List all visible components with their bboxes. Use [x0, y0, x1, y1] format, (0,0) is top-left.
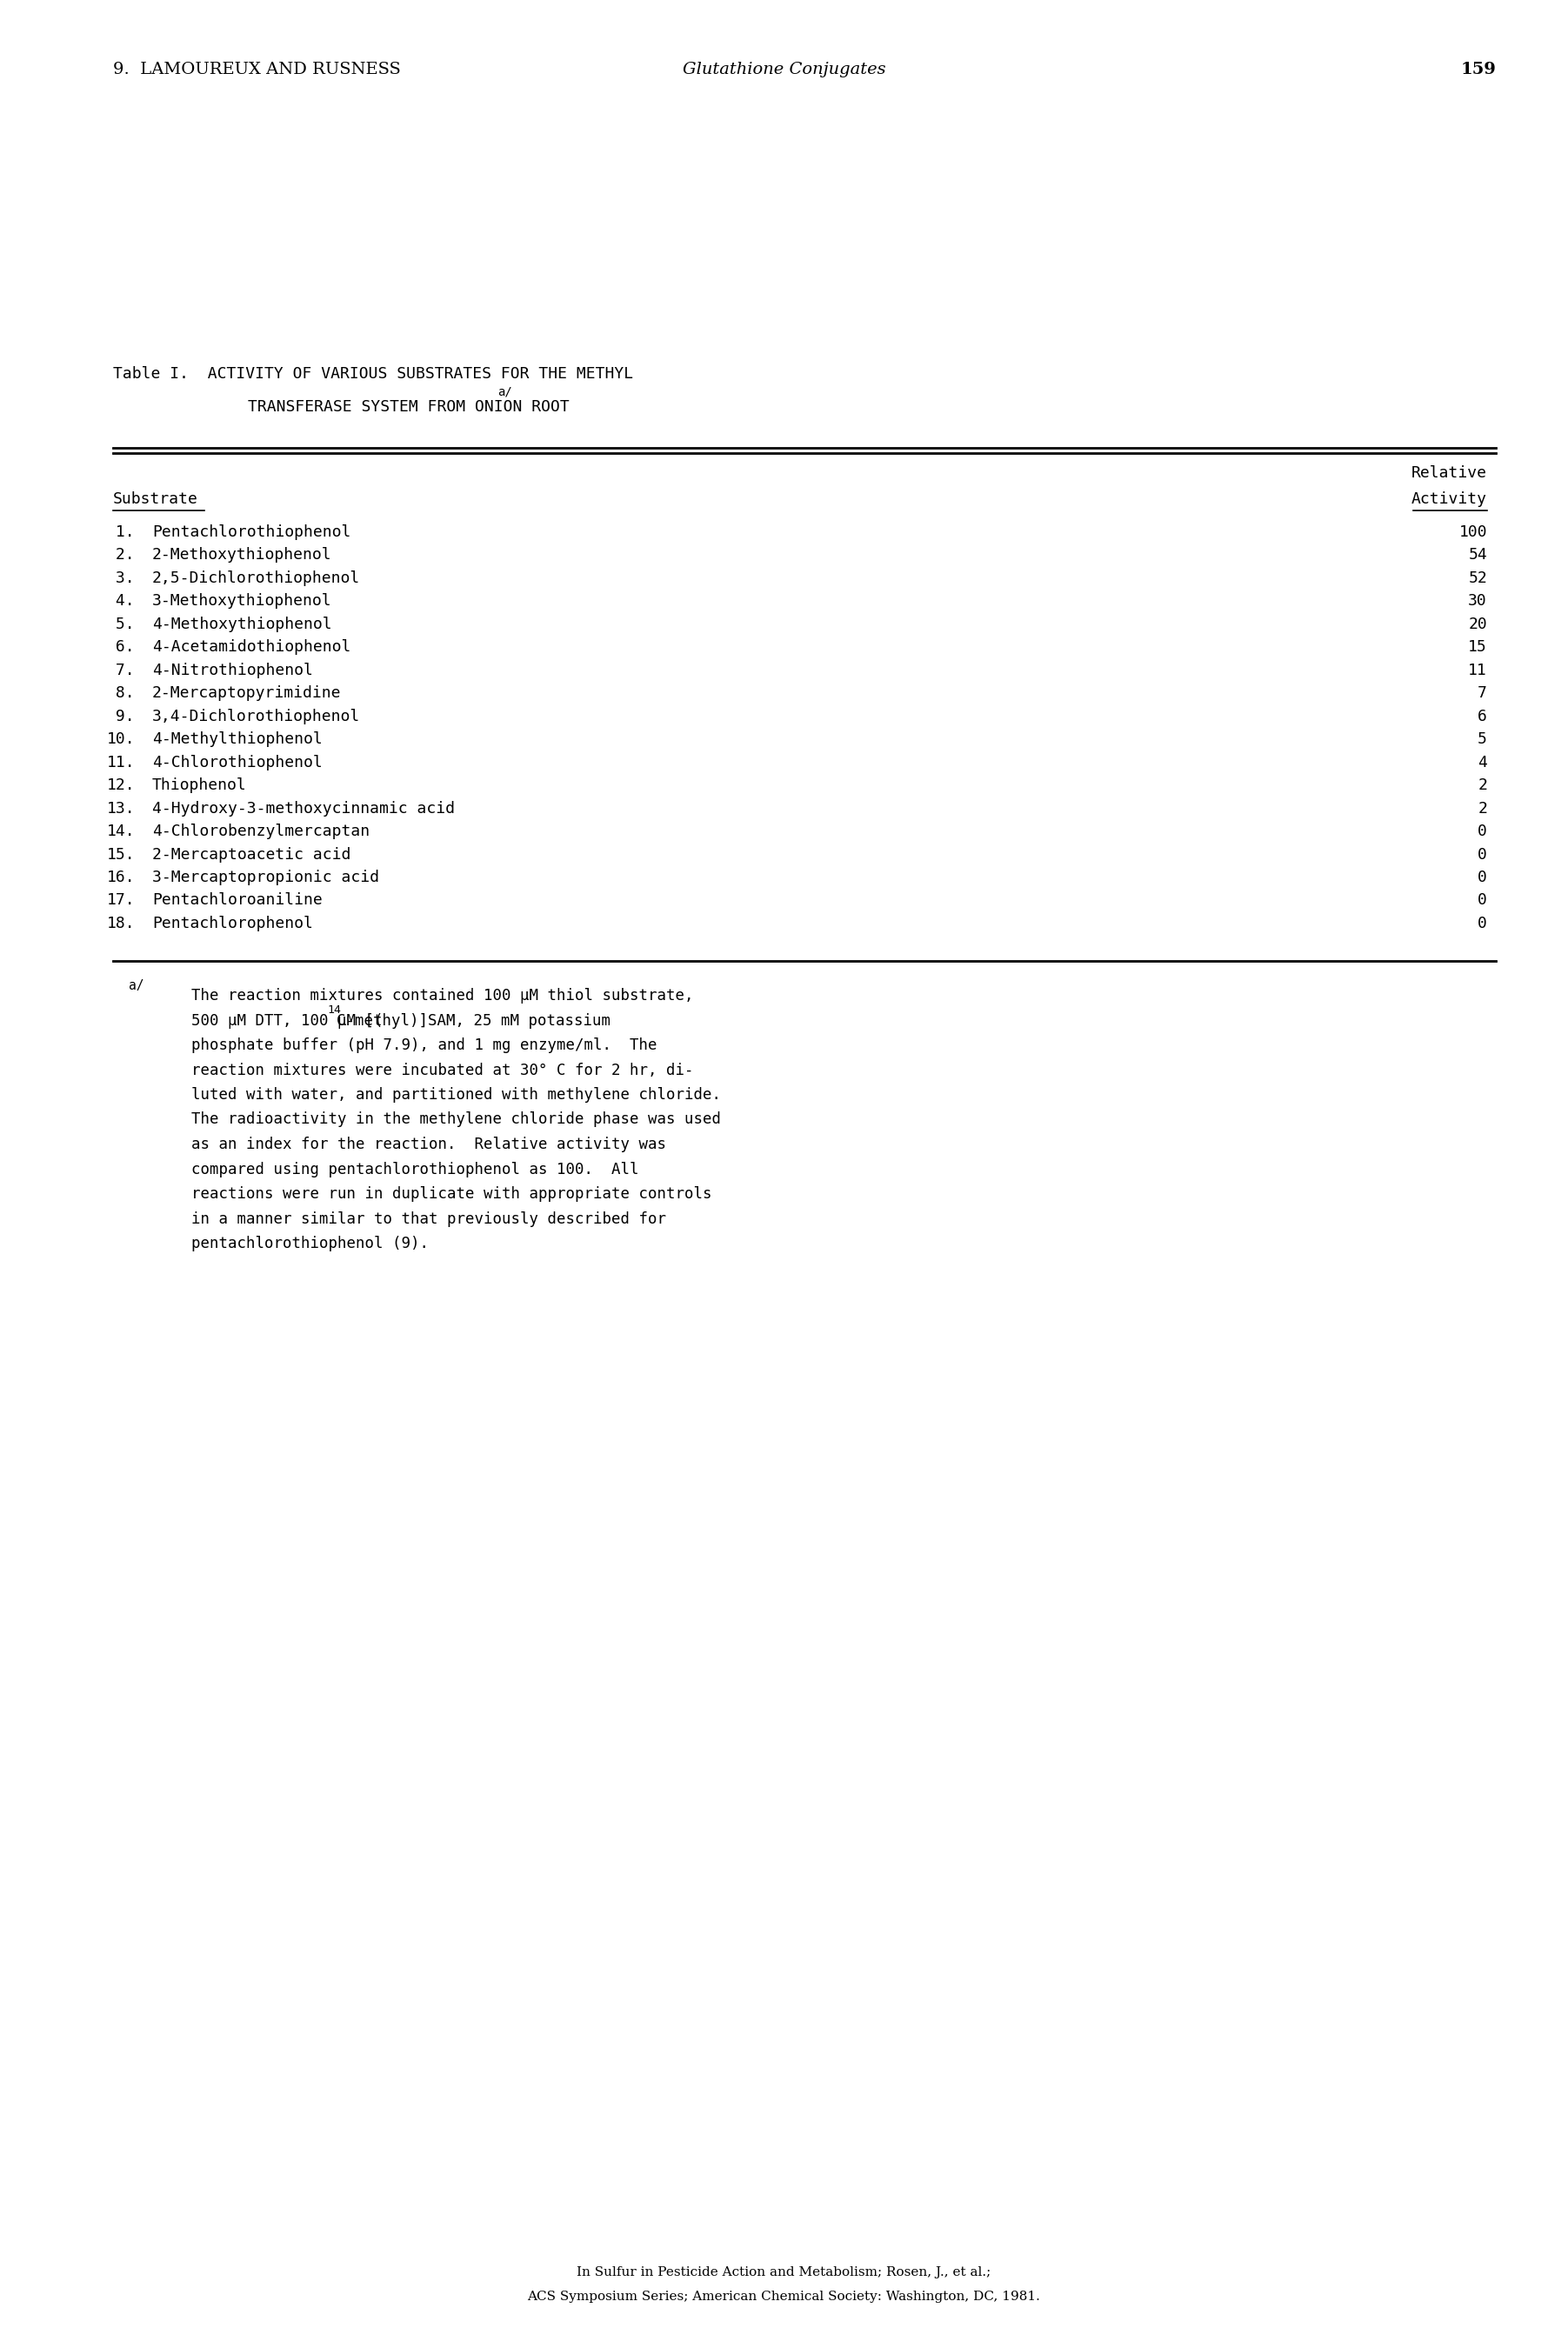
- Text: 0: 0: [1477, 824, 1486, 838]
- Text: 2,5-Dichlorothiophenol: 2,5-Dichlorothiophenol: [152, 571, 361, 585]
- Text: 4.: 4.: [107, 594, 135, 608]
- Text: 15.: 15.: [107, 848, 135, 862]
- Text: 17.: 17.: [107, 892, 135, 909]
- Text: 3.: 3.: [107, 571, 135, 585]
- Text: 3-Methoxythiophenol: 3-Methoxythiophenol: [152, 594, 332, 608]
- Text: 10.: 10.: [107, 730, 135, 747]
- Text: 2-Mercaptopyrimidine: 2-Mercaptopyrimidine: [152, 686, 342, 702]
- Text: 0: 0: [1477, 892, 1486, 909]
- Text: 0: 0: [1477, 916, 1486, 932]
- Text: 500 μM DTT, 100 μM [(: 500 μM DTT, 100 μM [(: [191, 1012, 383, 1028]
- Text: Pentachloroaniline: Pentachloroaniline: [152, 892, 323, 909]
- Text: Substrate: Substrate: [113, 491, 198, 507]
- Text: Glutathione Conjugates: Glutathione Conjugates: [682, 61, 886, 77]
- Text: 100: 100: [1458, 524, 1486, 540]
- Text: 2-Mercaptoacetic acid: 2-Mercaptoacetic acid: [152, 848, 351, 862]
- Text: a/: a/: [497, 385, 513, 399]
- Text: 5: 5: [1477, 730, 1486, 747]
- Text: Table I.  ACTIVITY OF VARIOUS SUBSTRATES FOR THE METHYL: Table I. ACTIVITY OF VARIOUS SUBSTRATES …: [113, 366, 633, 383]
- Text: Thiophenol: Thiophenol: [152, 777, 246, 794]
- Text: phosphate buffer (pH 7.9), and 1 mg enzyme/ml.  The: phosphate buffer (pH 7.9), and 1 mg enzy…: [191, 1038, 657, 1054]
- Text: 14.: 14.: [107, 824, 135, 838]
- Text: In Sulfur in Pesticide Action and Metabolism; Rosen, J., et al.;: In Sulfur in Pesticide Action and Metabo…: [577, 2266, 991, 2278]
- Text: Activity: Activity: [1411, 491, 1486, 507]
- Text: 13.: 13.: [107, 801, 135, 817]
- Text: 2-Methoxythiophenol: 2-Methoxythiophenol: [152, 547, 332, 564]
- Text: 4-Chlorobenzylmercaptan: 4-Chlorobenzylmercaptan: [152, 824, 370, 838]
- Text: 4-Hydroxy-3-methoxycinnamic acid: 4-Hydroxy-3-methoxycinnamic acid: [152, 801, 455, 817]
- Text: C-methyl)]SAM, 25 mM potassium: C-methyl)]SAM, 25 mM potassium: [337, 1012, 610, 1028]
- Text: 18.: 18.: [107, 916, 135, 932]
- Text: 30: 30: [1468, 594, 1486, 608]
- Text: 0: 0: [1477, 869, 1486, 885]
- Text: 54: 54: [1468, 547, 1486, 564]
- Text: Relative: Relative: [1411, 465, 1486, 481]
- Text: reaction mixtures were incubated at 30° C for 2 hr, di-: reaction mixtures were incubated at 30° …: [191, 1061, 693, 1078]
- Text: 4-Chlorothiophenol: 4-Chlorothiophenol: [152, 754, 323, 770]
- Text: pentachlorothiophenol (9).: pentachlorothiophenol (9).: [191, 1235, 428, 1251]
- Text: compared using pentachlorothiophenol as 100.  All: compared using pentachlorothiophenol as …: [191, 1162, 638, 1176]
- Text: 3-Mercaptopropionic acid: 3-Mercaptopropionic acid: [152, 869, 379, 885]
- Text: 159: 159: [1460, 61, 1496, 77]
- Text: 9.: 9.: [107, 709, 135, 723]
- Text: 14: 14: [328, 1005, 342, 1014]
- Text: a/: a/: [129, 979, 144, 993]
- Text: The reaction mixtures contained 100 μM thiol substrate,: The reaction mixtures contained 100 μM t…: [191, 989, 693, 1003]
- Text: 3,4-Dichlorothiophenol: 3,4-Dichlorothiophenol: [152, 709, 361, 723]
- Text: 6.: 6.: [107, 639, 135, 655]
- Text: ACS Symposium Series; American Chemical Society: Washington, DC, 1981.: ACS Symposium Series; American Chemical …: [527, 2292, 1041, 2303]
- Text: 12.: 12.: [107, 777, 135, 794]
- Text: 52: 52: [1468, 571, 1486, 585]
- Text: TRANSFERASE SYSTEM FROM ONION ROOT: TRANSFERASE SYSTEM FROM ONION ROOT: [248, 399, 569, 416]
- Text: as an index for the reaction.  Relative activity was: as an index for the reaction. Relative a…: [191, 1136, 666, 1153]
- Text: 8.: 8.: [107, 686, 135, 702]
- Text: 11: 11: [1468, 662, 1486, 679]
- Text: luted with water, and partitioned with methylene chloride.: luted with water, and partitioned with m…: [191, 1087, 721, 1104]
- Text: 4-Acetamidothiophenol: 4-Acetamidothiophenol: [152, 639, 351, 655]
- Text: 7.: 7.: [107, 662, 135, 679]
- Text: 2.: 2.: [107, 547, 135, 564]
- Text: The radioactivity in the methylene chloride phase was used: The radioactivity in the methylene chlor…: [191, 1113, 721, 1127]
- Text: 7: 7: [1477, 686, 1486, 702]
- Text: 6: 6: [1477, 709, 1486, 723]
- Text: 1.: 1.: [107, 524, 135, 540]
- Text: 11.: 11.: [107, 754, 135, 770]
- Text: reactions were run in duplicate with appropriate controls: reactions were run in duplicate with app…: [191, 1186, 712, 1202]
- Text: 4-Nitrothiophenol: 4-Nitrothiophenol: [152, 662, 314, 679]
- Text: Pentachlorothiophenol: Pentachlorothiophenol: [152, 524, 351, 540]
- Text: 20: 20: [1468, 615, 1486, 632]
- Text: 2: 2: [1477, 801, 1486, 817]
- Text: 9.  LAMOUREUX AND RUSNESS: 9. LAMOUREUX AND RUSNESS: [113, 61, 401, 77]
- Text: 0: 0: [1477, 848, 1486, 862]
- Text: 4: 4: [1477, 754, 1486, 770]
- Text: 2: 2: [1477, 777, 1486, 794]
- Text: 4-Methylthiophenol: 4-Methylthiophenol: [152, 730, 323, 747]
- Text: 15: 15: [1468, 639, 1486, 655]
- Text: 4-Methoxythiophenol: 4-Methoxythiophenol: [152, 615, 332, 632]
- Text: Pentachlorophenol: Pentachlorophenol: [152, 916, 314, 932]
- Text: in a manner similar to that previously described for: in a manner similar to that previously d…: [191, 1212, 666, 1226]
- Text: 16.: 16.: [107, 869, 135, 885]
- Text: 5.: 5.: [107, 615, 135, 632]
